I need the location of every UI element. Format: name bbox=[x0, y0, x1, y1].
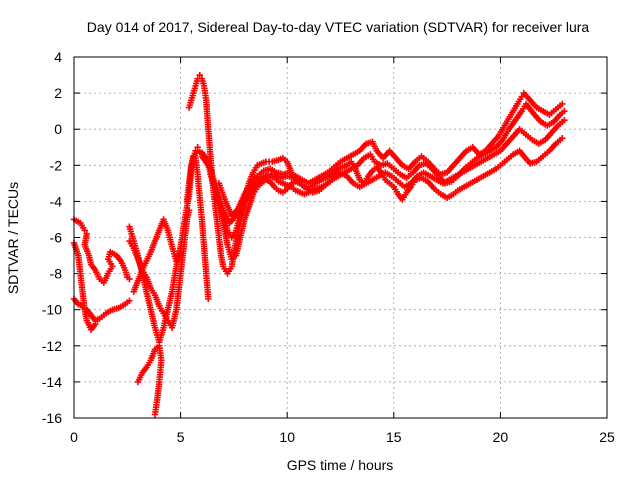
y-tick-label: 0 bbox=[54, 121, 62, 137]
series-arc-3 bbox=[70, 239, 99, 333]
data-point bbox=[561, 116, 568, 124]
y-tick-label: -4 bbox=[50, 193, 63, 209]
y-tick-label: -8 bbox=[50, 266, 63, 282]
y-axis-title: SDTVAR / TECUs bbox=[5, 182, 21, 294]
x-tick-label: 0 bbox=[70, 429, 78, 445]
x-tick-label: 15 bbox=[386, 429, 402, 445]
x-tick-label: 20 bbox=[493, 429, 509, 445]
y-tick-label: -10 bbox=[42, 302, 62, 318]
data-point bbox=[561, 107, 568, 115]
series-arc-13 bbox=[215, 89, 566, 220]
x-tick-label: 25 bbox=[599, 429, 615, 445]
y-tick-label: -14 bbox=[42, 374, 62, 390]
series-arc-6 bbox=[134, 342, 165, 418]
data-point bbox=[559, 135, 566, 142]
data-point bbox=[151, 411, 159, 418]
chart-title: Day 014 of 2017, Sidereal Day-to-day VTE… bbox=[87, 19, 590, 35]
series-arc-8 bbox=[183, 153, 212, 303]
y-tick-label: -16 bbox=[42, 410, 62, 426]
x-axis-title: GPS time / hours bbox=[287, 457, 394, 473]
y-tick-label: -12 bbox=[42, 338, 62, 354]
x-tick-label: 5 bbox=[177, 429, 185, 445]
plot-frame bbox=[73, 56, 608, 419]
data-point bbox=[81, 227, 88, 234]
data-point bbox=[196, 71, 203, 79]
y-axis-ticks: -16 -14 -12 -10 -8 -6 -4 -2 0 2 4 bbox=[42, 49, 607, 426]
data-point bbox=[126, 275, 133, 283]
y-tick-label: -2 bbox=[50, 157, 63, 173]
series-arc-1 bbox=[70, 216, 133, 286]
y-tick-label: 4 bbox=[54, 49, 62, 65]
data-point bbox=[205, 295, 212, 303]
data-point bbox=[559, 100, 566, 108]
x-tick-label: 10 bbox=[279, 429, 295, 445]
data-series bbox=[70, 71, 568, 418]
data-point bbox=[126, 297, 133, 304]
y-tick-label: -6 bbox=[50, 230, 63, 246]
y-tick-label: 2 bbox=[54, 85, 62, 101]
data-point bbox=[92, 320, 99, 328]
